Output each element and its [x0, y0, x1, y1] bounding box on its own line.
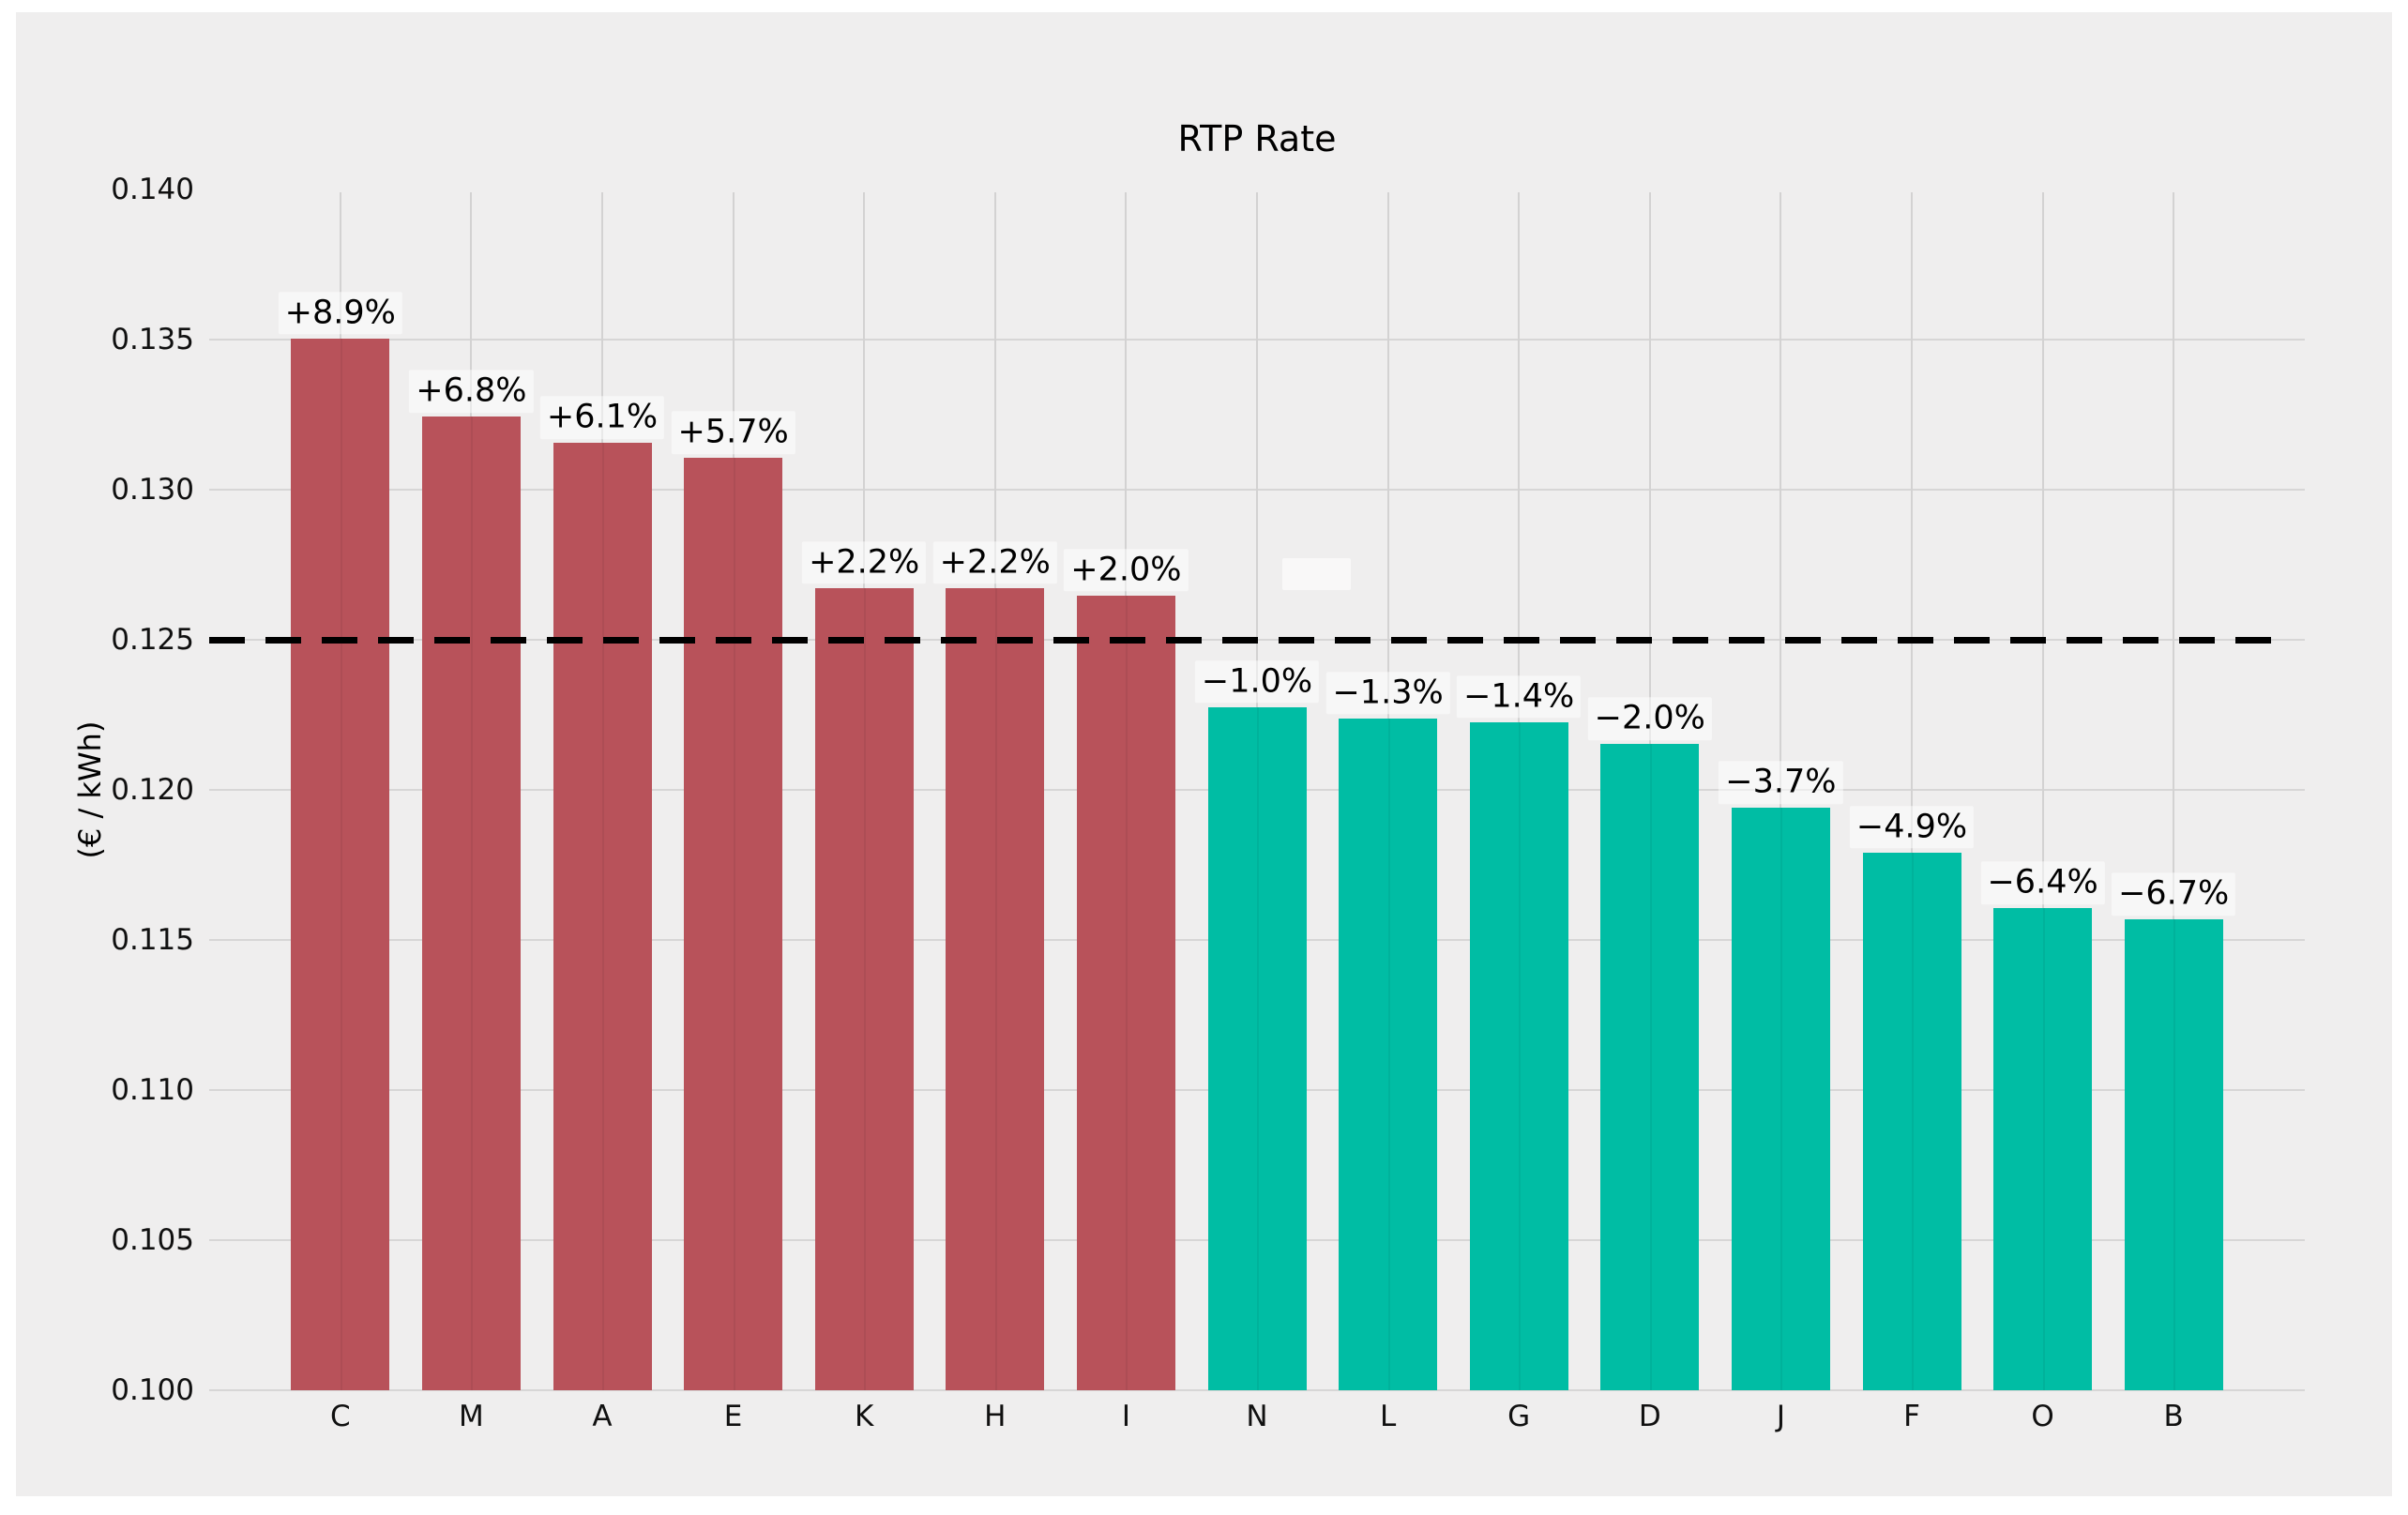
v-gridline-F [1911, 192, 1913, 1390]
y-tick-0.110: 0.110 [111, 1073, 194, 1107]
empty-annotation-box [1282, 558, 1351, 590]
bar-A [553, 443, 652, 1390]
bar-label-G: −1.4% [1457, 674, 1582, 719]
chart-title: RTP Rate [1177, 118, 1337, 159]
bar-I [1076, 595, 1175, 1391]
y-tick-0.130: 0.130 [111, 473, 194, 507]
bar-label-F: −4.9% [1849, 805, 1975, 849]
bar-label-N: −1.0% [1194, 659, 1320, 704]
y-tick-0.125: 0.125 [111, 623, 194, 657]
y-tick-0.100: 0.100 [111, 1373, 194, 1407]
y-tick-0.140: 0.140 [111, 173, 194, 206]
bar-N [1207, 706, 1307, 1391]
bar-G [1469, 721, 1568, 1391]
y-tick-0.120: 0.120 [111, 773, 194, 807]
x-tick-C: C [329, 1400, 351, 1433]
bar-E [684, 457, 783, 1391]
bar-label-H: +2.2% [932, 540, 1057, 584]
bar-label-D: −2.0% [1587, 697, 1712, 741]
x-tick-B: B [2163, 1400, 2184, 1433]
bar-label-O: −6.4% [1980, 861, 2105, 905]
bar-label-L: −1.3% [1325, 671, 1450, 715]
x-tick-E: E [723, 1400, 743, 1433]
x-tick-D: D [1638, 1400, 1661, 1433]
y-tick-0.135: 0.135 [111, 323, 194, 356]
bar-label-E: +5.7% [671, 411, 795, 454]
bar-K [814, 587, 914, 1391]
v-gridline-O [2041, 192, 2044, 1390]
y-tick-0.115: 0.115 [111, 923, 194, 957]
bar-B [2124, 918, 2223, 1391]
bar-H [946, 587, 1045, 1391]
x-tick-G: G [1507, 1400, 1531, 1433]
v-gridline-B [2173, 192, 2175, 1390]
y-tick-0.105: 0.105 [111, 1223, 194, 1257]
bar-label-C: +8.9% [278, 291, 402, 335]
x-tick-O: O [2031, 1400, 2054, 1433]
x-tick-I: I [1121, 1400, 1130, 1433]
bar-L [1339, 718, 1438, 1391]
bar-label-I: +2.0% [1064, 548, 1189, 592]
x-tick-L: L [1379, 1400, 1397, 1433]
bar-F [1862, 852, 1961, 1391]
bar-label-A: +6.1% [539, 396, 665, 440]
bar-C [291, 338, 390, 1391]
bar-D [1600, 744, 1700, 1390]
x-tick-M: M [459, 1400, 484, 1433]
baseline-dashed-line [209, 637, 2277, 644]
bar-label-K: +2.2% [802, 540, 927, 584]
x-tick-H: H [984, 1400, 1007, 1433]
bar-label-M: +6.8% [409, 370, 534, 414]
x-tick-K: K [855, 1400, 874, 1433]
h-gridline-0.100 [209, 1389, 2305, 1391]
bar-M [421, 417, 521, 1390]
x-tick-F: F [1903, 1400, 1920, 1433]
x-tick-N: N [1246, 1400, 1268, 1433]
bar-label-B: −6.7% [2112, 872, 2236, 916]
bar-O [1993, 908, 2093, 1390]
x-tick-A: A [592, 1400, 613, 1433]
bar-J [1731, 807, 1830, 1391]
x-tick-J: J [1776, 1400, 1785, 1433]
bar-label-J: −3.7% [1719, 761, 1843, 804]
